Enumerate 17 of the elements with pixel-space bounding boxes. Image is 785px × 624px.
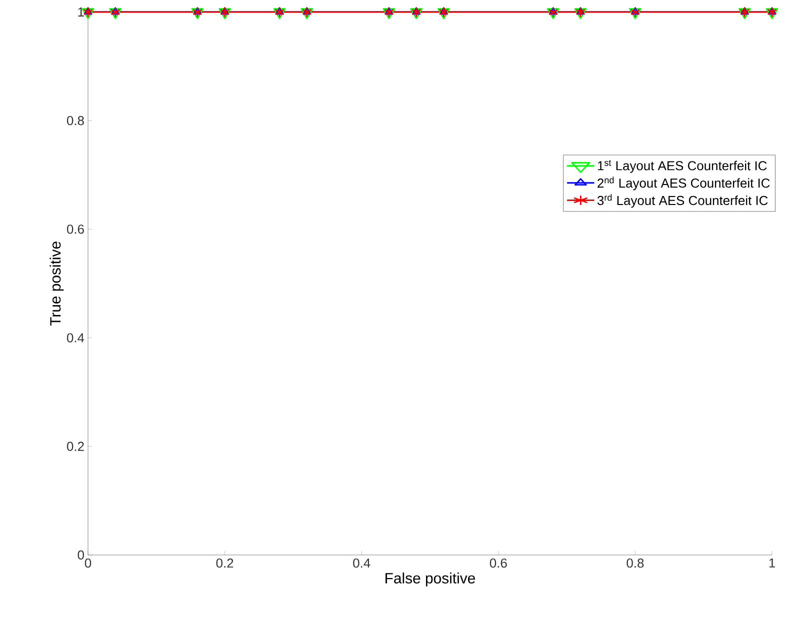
x-tick-label: 0.6 [490, 558, 507, 568]
x-axis-title: False positive [386, 572, 475, 586]
legend-label: 1$^{st}$ Layout AES Counterfeit IC [598, 160, 767, 173]
legend-label: 3$^{rd}$ Layout AES Counterfeit IC [597, 194, 768, 208]
y-tick-label: 0.6 [66, 224, 84, 234]
y-tick-label: 0 [78, 550, 84, 560]
x-tick-label: 0.2 [216, 558, 234, 568]
x-tick-label: 1 [769, 558, 775, 568]
y-tick-label: 0.2 [66, 442, 84, 451]
x-tick-label: 0.8 [626, 558, 644, 568]
x-tick-label: 0 [84, 558, 92, 568]
x-tick-label: 0.4 [353, 558, 370, 568]
y-tick-label: 0.4 [66, 333, 84, 342]
legend-label: 2$^{nd}$ Layout AES Counterfeit IC [598, 176, 770, 190]
y-tick-label: 1 [78, 8, 84, 16]
y-tick-label: 0.8 [66, 116, 84, 126]
y-axis-title: True positive [50, 242, 64, 326]
